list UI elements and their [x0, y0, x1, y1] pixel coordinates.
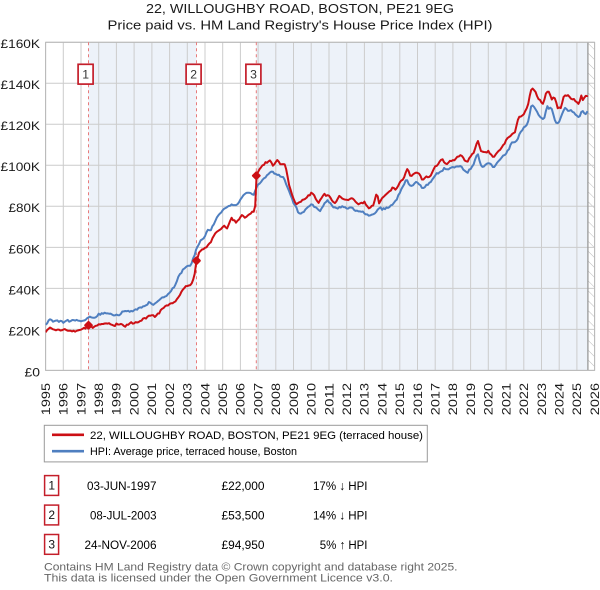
svg-text:2001: 2001 — [145, 383, 159, 415]
svg-text:£140K: £140K — [1, 78, 41, 92]
svg-text:2003: 2003 — [181, 382, 195, 415]
svg-text:£0: £0 — [25, 365, 41, 379]
svg-text:£80K: £80K — [9, 201, 41, 215]
svg-text:£40K: £40K — [9, 283, 41, 297]
svg-text:14% ↓ HPI: 14% ↓ HPI — [313, 509, 368, 523]
svg-text:2016: 2016 — [411, 382, 425, 415]
svg-text:2: 2 — [48, 508, 55, 522]
svg-text:Price paid vs. HM Land Registr: Price paid vs. HM Land Registry's House … — [108, 19, 493, 33]
svg-text:2008: 2008 — [269, 382, 283, 415]
svg-text:2017: 2017 — [429, 383, 443, 415]
svg-text:£22,000: £22,000 — [222, 479, 265, 493]
svg-text:2006: 2006 — [234, 382, 248, 415]
svg-text:2018: 2018 — [446, 382, 460, 415]
svg-text:2: 2 — [190, 68, 197, 82]
svg-text:2007: 2007 — [251, 383, 265, 415]
svg-text:£120K: £120K — [1, 119, 41, 133]
svg-text:1995: 1995 — [39, 382, 53, 415]
svg-text:This data is licensed under th: This data is licensed under the Open Gov… — [44, 573, 393, 585]
svg-text:3: 3 — [250, 68, 257, 82]
svg-text:2002: 2002 — [163, 383, 177, 415]
svg-text:Contains HM Land Registry data: Contains HM Land Registry data © Crown c… — [44, 561, 458, 573]
svg-text:2026: 2026 — [588, 382, 600, 415]
svg-text:22, WILLOUGHBY ROAD, BOSTON, P: 22, WILLOUGHBY ROAD, BOSTON, PE21 9EG (t… — [90, 430, 423, 442]
svg-text:24-NOV-2006: 24-NOV-2006 — [85, 538, 157, 552]
svg-text:2009: 2009 — [287, 383, 301, 415]
svg-text:2021: 2021 — [499, 383, 513, 415]
svg-text:2015: 2015 — [393, 382, 407, 415]
svg-text:5% ↑ HPI: 5% ↑ HPI — [320, 538, 368, 552]
svg-text:2012: 2012 — [340, 383, 354, 415]
svg-text:08-JUL-2003: 08-JUL-2003 — [90, 509, 157, 523]
svg-text:03-JUN-1997: 03-JUN-1997 — [87, 479, 157, 493]
svg-text:2024: 2024 — [553, 382, 567, 415]
svg-text:2010: 2010 — [305, 382, 319, 415]
svg-text:1: 1 — [48, 479, 55, 493]
svg-text:2014: 2014 — [375, 382, 389, 415]
svg-text:22, WILLOUGHBY ROAD, BOSTON, P: 22, WILLOUGHBY ROAD, BOSTON, PE21 9EG — [146, 2, 454, 16]
svg-text:£60K: £60K — [9, 242, 41, 256]
svg-text:1999: 1999 — [110, 383, 124, 415]
svg-text:17% ↓ HPI: 17% ↓ HPI — [313, 479, 368, 493]
svg-text:1996: 1996 — [57, 382, 71, 415]
svg-text:2011: 2011 — [322, 383, 336, 415]
svg-text:2023: 2023 — [535, 382, 549, 415]
svg-text:£53,500: £53,500 — [222, 509, 265, 523]
svg-text:2025: 2025 — [570, 382, 584, 415]
svg-text:1998: 1998 — [92, 382, 106, 415]
svg-text:1997: 1997 — [74, 383, 88, 415]
svg-text:1: 1 — [82, 68, 89, 82]
svg-text:2019: 2019 — [464, 383, 478, 415]
svg-text:£100K: £100K — [1, 160, 41, 174]
svg-text:£20K: £20K — [9, 324, 41, 338]
svg-text:2020: 2020 — [482, 382, 496, 415]
svg-text:2000: 2000 — [127, 382, 141, 415]
svg-text:2022: 2022 — [517, 383, 531, 415]
svg-text:3: 3 — [48, 538, 55, 552]
svg-text:2005: 2005 — [216, 382, 230, 415]
svg-text:£160K: £160K — [1, 37, 41, 51]
svg-text:2004: 2004 — [198, 382, 212, 415]
svg-text:£94,950: £94,950 — [222, 538, 265, 552]
svg-text:2013: 2013 — [358, 382, 372, 415]
svg-text:HPI: Average price, terraced h: HPI: Average price, terraced house, Bost… — [90, 446, 297, 458]
